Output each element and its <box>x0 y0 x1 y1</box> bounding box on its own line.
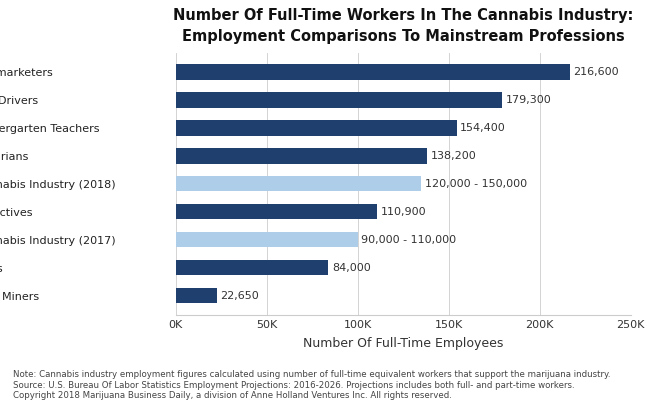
Text: 216,600: 216,600 <box>573 67 619 77</box>
Text: 154,400: 154,400 <box>460 123 506 133</box>
Bar <box>176 260 328 275</box>
Bar <box>176 65 569 80</box>
Bar <box>176 148 427 164</box>
Text: 90,000 - 110,000: 90,000 - 110,000 <box>361 235 456 245</box>
Bar <box>176 176 421 191</box>
Bar <box>176 93 502 108</box>
Bar <box>176 288 216 303</box>
Bar <box>176 120 456 136</box>
Text: 110,900: 110,900 <box>381 207 426 217</box>
Text: 84,000: 84,000 <box>332 263 370 273</box>
Title: Number Of Full-Time Workers In The Cannabis Industry:
Employment Comparisons To : Number Of Full-Time Workers In The Canna… <box>173 8 633 44</box>
Bar <box>176 232 358 247</box>
Text: Note: Cannabis industry employment figures calculated using number of full-time : Note: Cannabis industry employment figur… <box>13 370 610 400</box>
Text: 120,000 - 150,000: 120,000 - 150,000 <box>425 179 527 189</box>
Bar <box>176 204 378 219</box>
Text: 138,200: 138,200 <box>431 151 476 161</box>
X-axis label: Number Of Full-Time Employees: Number Of Full-Time Employees <box>303 337 503 350</box>
Text: 22,650: 22,650 <box>220 290 259 301</box>
Text: 179,300: 179,300 <box>506 95 551 105</box>
